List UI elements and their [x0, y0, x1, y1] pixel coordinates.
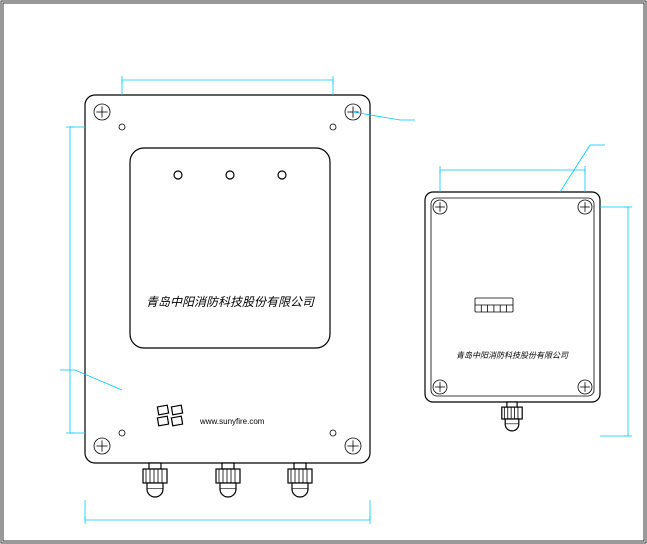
led-1: [226, 171, 234, 179]
url-label: www.sunyfire.com: [199, 417, 265, 426]
small-screw-3: [578, 380, 592, 394]
led-0: [174, 171, 182, 179]
small-company-label: 青岛中阳消防科技股份有限公司: [456, 351, 569, 360]
small-gland: [502, 402, 522, 431]
small-screw-0: [433, 200, 447, 214]
big-screw-3: [345, 438, 361, 454]
big-company-label: 青岛中阳消防科技股份有限公司: [146, 295, 315, 309]
big-screw-0: [94, 104, 110, 120]
small-enclosure: 青岛中阳消防科技股份有限公司: [425, 192, 600, 431]
small-outer: [425, 192, 600, 402]
led-2: [278, 171, 286, 179]
big-gland-1: [216, 463, 240, 497]
small-screw-1: [578, 200, 592, 214]
big-screw-2: [94, 438, 110, 454]
big-gland-0: [143, 463, 167, 497]
big-gland-2: [288, 463, 312, 497]
big-enclosure: 青岛中阳消防科技股份有限公司 www.sunyfire.com: [85, 95, 370, 497]
small-screw-2: [433, 380, 447, 394]
